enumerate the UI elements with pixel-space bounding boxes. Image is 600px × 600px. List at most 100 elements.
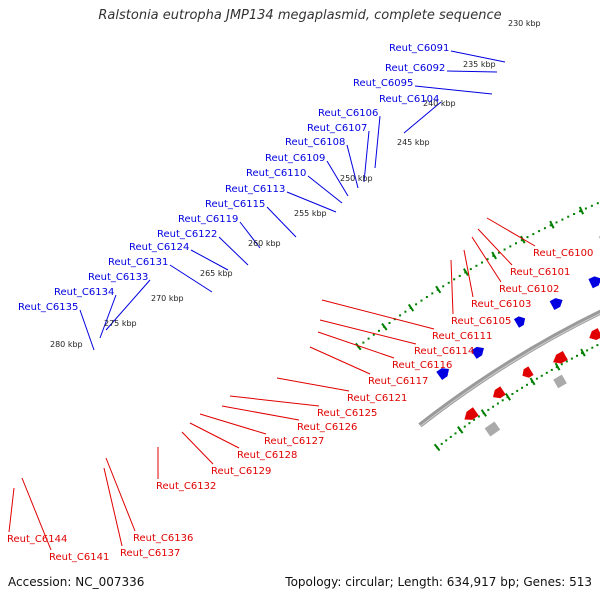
- major-tick: [480, 409, 487, 417]
- reverse-leader: [229, 395, 320, 407]
- tick-dot: [526, 236, 529, 239]
- reverse-leader: [317, 331, 395, 359]
- major-tick: [433, 443, 441, 452]
- tick-dot: [561, 218, 564, 221]
- tick-dot: [503, 248, 506, 251]
- forward-leader: [450, 50, 506, 63]
- tick-dot: [567, 215, 570, 218]
- kbp-label: 275 kbp: [104, 319, 137, 328]
- tick-dot: [473, 418, 476, 421]
- kbp-label: 250 kbp: [340, 174, 373, 183]
- forward-gene-label: Reut_C6133: [88, 272, 148, 283]
- tick-dot: [442, 285, 445, 288]
- tick-dot: [596, 202, 599, 205]
- tick-dot: [496, 402, 499, 405]
- tick-dot: [516, 389, 519, 392]
- forward-gene-shape: [588, 276, 600, 289]
- reverse-gene: [589, 328, 600, 341]
- major-tick: [578, 206, 585, 215]
- kbp-label: 265 kbp: [200, 269, 233, 278]
- tick-dot: [431, 292, 434, 295]
- forward-gene-label: Reut_C6115: [205, 199, 265, 210]
- rna-feature: [484, 421, 501, 437]
- tick-dot: [521, 386, 524, 389]
- kbp-label: 255 kbp: [294, 209, 327, 218]
- reverse-leader: [321, 299, 435, 330]
- gene-labels: Reut_C6091 Reut_C6092 Reut_C6095 Reut_C6104…: [7, 43, 593, 563]
- major-tick: [435, 285, 442, 294]
- major-tick: [580, 348, 586, 357]
- tick-dot: [469, 268, 472, 271]
- tick-rings: [355, 202, 599, 452]
- reverse-gene-label: Reut_C6127: [264, 436, 324, 447]
- forward-gene-label: Reut_C6110: [246, 168, 306, 179]
- tick-dot: [560, 363, 563, 366]
- forward-leader: [239, 221, 261, 249]
- reverse-leader: [486, 217, 536, 247]
- forward-leader: [307, 175, 343, 204]
- kbp-label: 260 kbp: [248, 239, 281, 248]
- tick-dot: [511, 393, 514, 395]
- reverse-gene-label: Reut_C6136: [133, 533, 193, 544]
- kbp-labels: 230 kbp 235 kbp 240 kbp 245 kbp 250 kbp 255 k…: [50, 19, 541, 349]
- tick-dot: [555, 221, 558, 224]
- reverse-gene-label: Reut_C6111: [432, 331, 492, 342]
- reverse-gene-label: Reut_C6125: [317, 408, 377, 419]
- gene-features: [436, 232, 600, 437]
- tick-dot: [549, 224, 552, 227]
- tick-dot: [440, 442, 443, 445]
- reverse-leader: [276, 377, 350, 392]
- reverse-leader: [471, 236, 502, 283]
- accession-text: Accession: NC_007336: [8, 575, 145, 589]
- tick-dot: [581, 352, 583, 355]
- reverse-gene-label: Reut_C6121: [347, 393, 407, 404]
- forward-gene: [436, 368, 450, 381]
- reverse-leader: [463, 249, 474, 298]
- forward-gene-label: Reut_C6106: [318, 108, 378, 119]
- major-tick: [462, 268, 469, 277]
- tick-dot: [404, 310, 407, 313]
- tick-dot: [477, 415, 480, 418]
- reverse-gene: [522, 366, 534, 378]
- reverse-gene-label: Reut_C6137: [120, 548, 180, 559]
- reverse-leader: [8, 487, 15, 533]
- tick-dot: [362, 341, 365, 344]
- reverse-gene-label: Reut_C6103: [471, 299, 531, 310]
- kbp-label: 280 kbp: [50, 340, 83, 349]
- forward-leader: [346, 144, 359, 189]
- reverse-gene: [492, 386, 506, 399]
- tick-dot: [586, 349, 589, 352]
- forward-leader: [446, 70, 498, 73]
- major-tick: [529, 377, 536, 386]
- forward-leader: [363, 130, 370, 183]
- reverse-leader: [309, 346, 371, 375]
- kbp-label: 245 kbp: [397, 138, 430, 147]
- forward-gene-label: Reut_C6134: [54, 287, 114, 298]
- forward-gene-label: Reut_C6122: [157, 229, 217, 240]
- forward-leader: [169, 264, 213, 293]
- rna-feature-shape: [484, 421, 501, 437]
- reverse-gene-label: Reut_C6117: [368, 376, 428, 387]
- tick-dot: [579, 210, 581, 213]
- major-tick: [520, 235, 526, 244]
- forward-gene-shape: [471, 346, 484, 359]
- major-tick: [549, 220, 555, 229]
- tick-dot: [486, 258, 489, 261]
- tick-dot: [576, 354, 578, 357]
- topology-text: Topology: circular; Length: 634,917 bp; …: [285, 575, 592, 589]
- forward-leader: [99, 294, 117, 339]
- reverse-gene-label: Reut_C6114: [414, 346, 474, 357]
- kbp-label: 240 kbp: [423, 99, 456, 108]
- backbone-highlight: [420, 313, 600, 427]
- tick-dot: [596, 344, 599, 347]
- tick-dot: [543, 227, 546, 230]
- tick-dot: [550, 368, 553, 371]
- tick-dot: [388, 322, 391, 324]
- tick-dot: [372, 333, 375, 336]
- reverse-leader: [105, 457, 136, 532]
- tick-dot: [535, 377, 538, 380]
- forward-gene-label: Reut_C6124: [129, 242, 189, 253]
- reverse-gene-label: Reut_C6101: [510, 267, 570, 278]
